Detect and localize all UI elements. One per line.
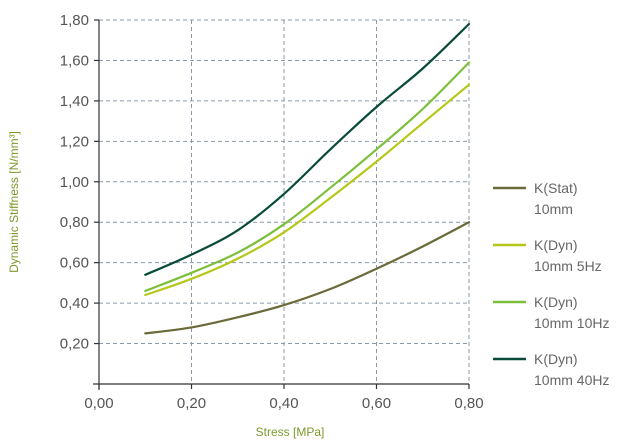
x-tick-label: 0,60: [362, 395, 391, 412]
x-tick-label: 0,20: [177, 395, 206, 412]
legend-sublabel: 10mm 40Hz: [534, 372, 609, 388]
legend-sublabel: 10mm: [534, 201, 573, 217]
x-tick-label: 0,80: [454, 395, 483, 412]
series-line-1: [144, 83, 471, 297]
grid: [99, 19, 470, 384]
y-tick-label: 1,40: [60, 93, 89, 110]
y-tick-label: 0,60: [60, 255, 89, 272]
series-line-3: [144, 22, 471, 276]
legend-sublabel: 10mm 5Hz: [534, 258, 602, 274]
series-lines: [144, 22, 471, 335]
series-line-0: [144, 221, 471, 335]
x-tick-label: 0,00: [84, 395, 113, 412]
y-tick-label: 0,80: [60, 214, 89, 231]
axes: [93, 19, 470, 390]
legend-label: K(Dyn): [534, 294, 578, 310]
y-tick-label: 1,20: [60, 133, 89, 150]
legend-label: K(Stat): [534, 180, 578, 196]
x-tick-label: 0,40: [269, 395, 298, 412]
legend-label: K(Dyn): [534, 351, 578, 367]
legend-sublabel: 10mm 10Hz: [534, 315, 609, 331]
y-tick-label: 1,60: [60, 52, 89, 69]
y-tick-label: 0,40: [60, 295, 89, 312]
legend: K(Stat) 10mm K(Dyn) 10mm 5Hz K(Dyn) 10mm 10Hz…: [493, 180, 609, 388]
y-tick-label: 1,00: [60, 174, 89, 191]
tick-labels: 0,20 0,40 0,60 0,80 1,00 1,20 1,40 1,60 1,80 0,00…: [60, 12, 484, 412]
y-axis-title: Dynamic Stiffness [N/mm³]: [7, 131, 21, 273]
x-axis-title: Stress [MPa]: [256, 425, 325, 439]
series-line-2: [144, 61, 471, 293]
legend-label: K(Dyn): [534, 237, 578, 253]
y-tick-label: 1,80: [60, 12, 89, 29]
y-tick-label: 0,20: [60, 336, 89, 353]
